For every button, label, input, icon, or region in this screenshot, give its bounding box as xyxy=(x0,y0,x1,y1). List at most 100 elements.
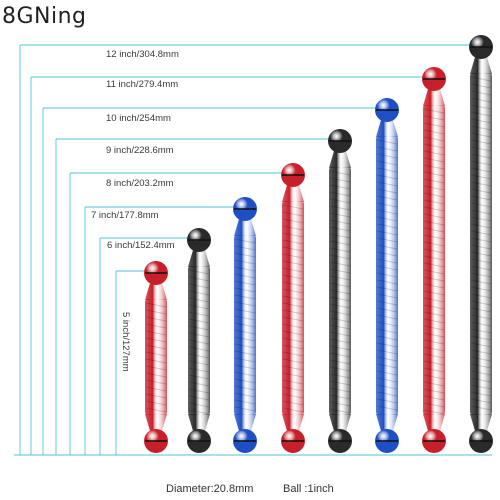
arm-texture-7in xyxy=(234,245,256,251)
arm-texture-11in xyxy=(423,115,445,121)
arm-texture-12in xyxy=(470,377,492,383)
arm-texture-8in xyxy=(282,316,304,322)
arm-texture-10in xyxy=(376,174,398,180)
arm-neck-bottom-5in xyxy=(145,414,167,431)
arm-texture-9in xyxy=(329,282,351,288)
arm-texture-9in xyxy=(329,170,351,176)
arm-texture-11in xyxy=(423,220,445,226)
arm-neck-bottom-7in xyxy=(234,414,256,431)
arm-texture-9in xyxy=(329,198,351,204)
arm-neck-top-11in xyxy=(423,89,445,106)
arm-texture-6in xyxy=(188,388,210,394)
arm-texture-9in xyxy=(329,394,351,400)
arm-texture-9in xyxy=(329,254,351,260)
arm-texture-11in xyxy=(423,297,445,303)
arm-texture-12in xyxy=(470,370,492,376)
arm-texture-7in xyxy=(234,259,256,265)
arm-texture-11in xyxy=(423,332,445,338)
arm-texture-9in xyxy=(329,387,351,393)
arm-texture-9in xyxy=(329,303,351,309)
arm-texture-11in xyxy=(423,402,445,408)
arm-texture-9in xyxy=(329,233,351,239)
arm-texture-12in xyxy=(470,90,492,96)
arm-texture-9in xyxy=(329,177,351,183)
arm-texture-10in xyxy=(376,377,398,383)
arm-texture-7in xyxy=(234,378,256,384)
arm-texture-10in xyxy=(376,146,398,152)
arm-texture-12in xyxy=(470,230,492,236)
arm-texture-11in xyxy=(423,339,445,345)
arm-texture-12in xyxy=(470,300,492,306)
arm-texture-5in xyxy=(145,386,167,392)
arm-texture-12in xyxy=(470,265,492,271)
arm-texture-12in xyxy=(470,293,492,299)
arm-texture-10in xyxy=(376,258,398,264)
arm-texture-9in xyxy=(329,338,351,344)
arm-texture-7in xyxy=(234,364,256,370)
arm-texture-7in xyxy=(234,280,256,286)
arm-texture-12in xyxy=(470,202,492,208)
arm-texture-9in xyxy=(329,352,351,358)
arm-texture-12in xyxy=(470,97,492,103)
arm-texture-9in xyxy=(329,212,351,218)
arm-texture-11in xyxy=(423,283,445,289)
arm-texture-9in xyxy=(329,310,351,316)
arm-texture-9in xyxy=(329,247,351,253)
arm-texture-8in xyxy=(282,211,304,217)
arm-texture-10in xyxy=(376,356,398,362)
arm-texture-9in xyxy=(329,205,351,211)
arm-texture-9in xyxy=(329,191,351,197)
arm-texture-9in xyxy=(329,408,351,414)
arm-texture-8in xyxy=(282,295,304,301)
arm-texture-11in xyxy=(423,255,445,261)
arm-texture-10in xyxy=(376,398,398,404)
arm-texture-7in xyxy=(234,294,256,300)
arm-texture-10in xyxy=(376,139,398,145)
arm-texture-10in xyxy=(376,286,398,292)
arm-texture-7in xyxy=(234,399,256,405)
arm-texture-8in xyxy=(282,351,304,357)
arm-texture-11in xyxy=(423,269,445,275)
arm-texture-11in xyxy=(423,171,445,177)
arm-texture-8in xyxy=(282,281,304,287)
arm-texture-11in xyxy=(423,304,445,310)
arm-texture-6in xyxy=(188,318,210,324)
arm-texture-8in xyxy=(282,225,304,231)
arm-texture-6in xyxy=(188,402,210,408)
arm-texture-11in xyxy=(423,206,445,212)
arm-texture-12in xyxy=(470,118,492,124)
arm-rod-5in xyxy=(145,299,167,415)
arm-neck-bottom-11in xyxy=(423,414,445,431)
arm-texture-6in xyxy=(188,276,210,282)
arm-texture-6in xyxy=(188,332,210,338)
arm-texture-8in xyxy=(282,386,304,392)
arm-texture-9in xyxy=(329,366,351,372)
arm-texture-7in xyxy=(234,238,256,244)
arm-texture-10in xyxy=(376,293,398,299)
arm-neck-top-6in xyxy=(188,250,210,267)
arm-texture-11in xyxy=(423,367,445,373)
arm-neck-bottom-6in xyxy=(188,414,210,431)
arm-texture-9in xyxy=(329,289,351,295)
arm-texture-10in xyxy=(376,251,398,257)
arm-texture-10in xyxy=(376,181,398,187)
arm-neck-top-5in xyxy=(145,283,167,300)
arm-texture-8in xyxy=(282,267,304,273)
arm-texture-12in xyxy=(470,342,492,348)
arm-texture-11in xyxy=(423,108,445,114)
arm-texture-11in xyxy=(423,262,445,268)
arm-texture-12in xyxy=(470,335,492,341)
arm-rod-10in xyxy=(376,136,398,415)
arm-texture-5in xyxy=(145,337,167,343)
arm-texture-9in xyxy=(329,324,351,330)
arm-texture-12in xyxy=(470,321,492,327)
arm-texture-8in xyxy=(282,407,304,413)
arm-texture-12in xyxy=(470,209,492,215)
arm-texture-6in xyxy=(188,360,210,366)
arm-texture-10in xyxy=(376,188,398,194)
arm-texture-7in xyxy=(234,357,256,363)
arm-texture-10in xyxy=(376,223,398,229)
arm-texture-8in xyxy=(282,344,304,350)
arm-texture-9in xyxy=(329,373,351,379)
arm-texture-10in xyxy=(376,160,398,166)
